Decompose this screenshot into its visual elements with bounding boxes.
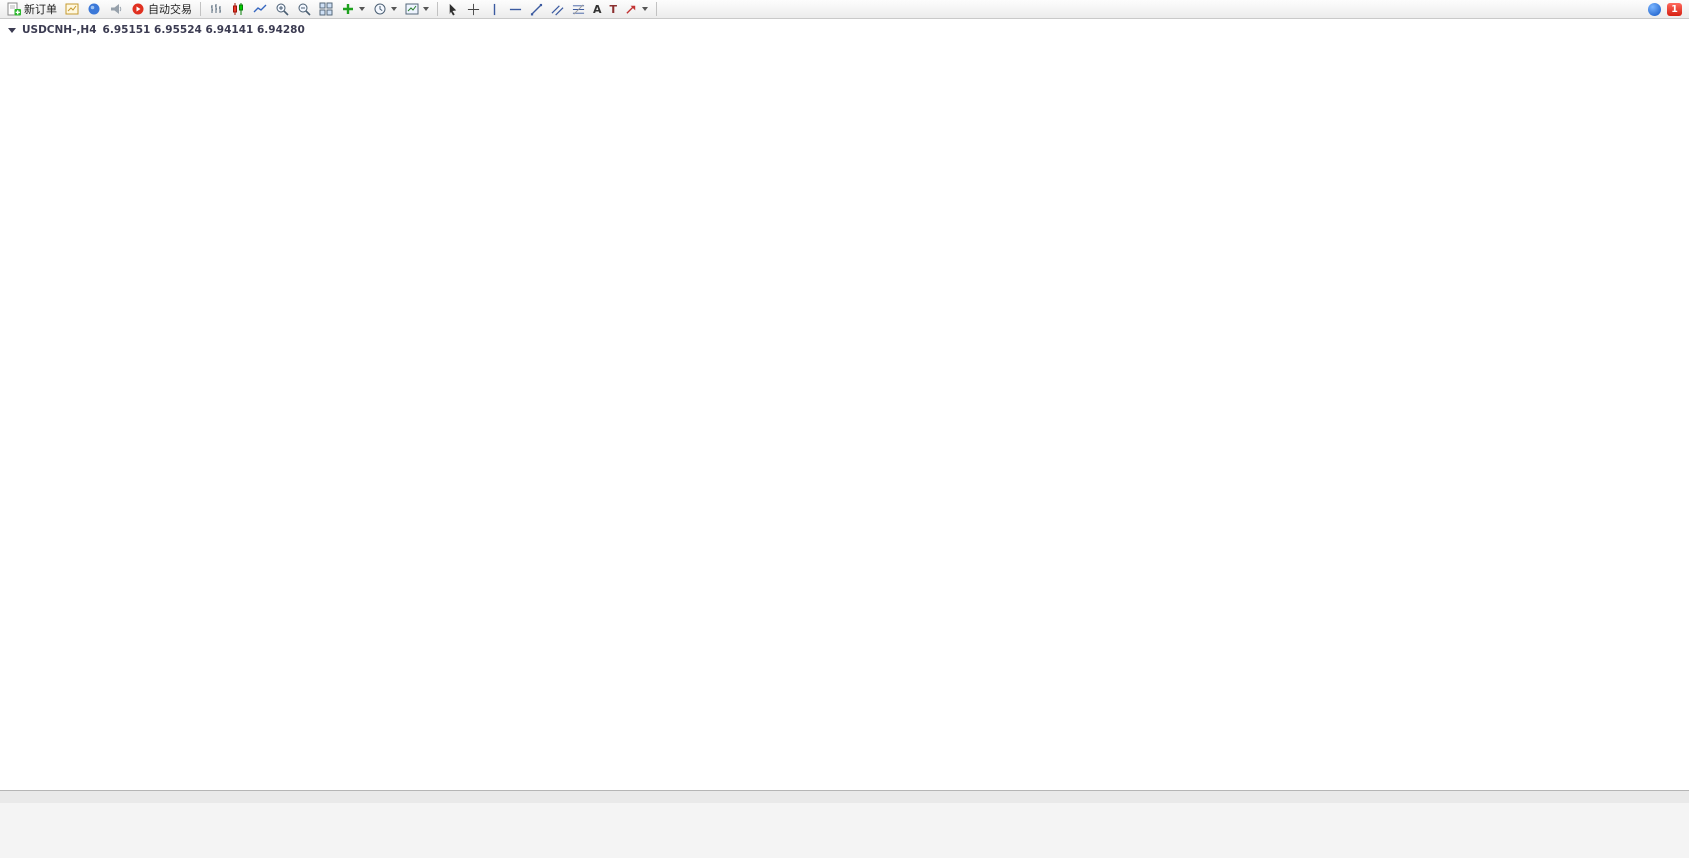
chart-symbol-period: USDCNH-,H4: [22, 24, 97, 36]
template-icon: [405, 3, 419, 15]
chevron-down-icon: [423, 7, 429, 11]
profiles-button[interactable]: [83, 1, 105, 18]
toolbar: 新订单 自动交易: [0, 0, 1689, 19]
trendline-tool-button[interactable]: [526, 1, 547, 18]
hline-tool-button[interactable]: [505, 1, 526, 18]
tile-windows-button[interactable]: [315, 1, 337, 18]
templates-button[interactable]: [401, 1, 433, 18]
channel-icon: [551, 4, 564, 15]
indicators-plus-icon: [343, 4, 353, 14]
fibonacci-icon: [572, 4, 585, 14]
zoom-out-button[interactable]: [293, 1, 315, 18]
messages-icon[interactable]: [1648, 2, 1661, 16]
chart-title: USDCNH-,H4 6.95151 6.95524 6.94141 6.942…: [8, 24, 305, 36]
auto-trading-icon: [132, 3, 144, 15]
collapse-triangle-icon[interactable]: [8, 27, 16, 33]
chevron-down-icon: [642, 7, 649, 11]
channel-tool-button[interactable]: [547, 1, 568, 18]
arrows-tool-button[interactable]: [621, 1, 652, 18]
crosshair-icon: [467, 3, 480, 15]
zoom-out-icon: [298, 3, 311, 16]
bars-chart-button[interactable]: [205, 1, 227, 18]
horizontal-line-icon: [509, 8, 522, 10]
toolbar-separator: [437, 2, 438, 16]
profiles-icon: [88, 3, 100, 15]
indicators-button[interactable]: [337, 1, 369, 18]
candlestick-icon: [233, 3, 243, 15]
chevron-down-icon: [359, 7, 365, 11]
toolbar-separator: [200, 2, 201, 16]
text-tool-button[interactable]: A: [589, 1, 606, 18]
zoom-in-button[interactable]: [271, 1, 293, 18]
label-tool-button[interactable]: T: [606, 1, 622, 18]
auto-trading-button[interactable]: 自动交易: [127, 1, 196, 18]
window-bottom-area: [0, 803, 1689, 858]
notifications-badge[interactable]: 1: [1667, 2, 1682, 16]
toolbar-separator: [656, 2, 658, 16]
cursor-icon: [449, 3, 457, 15]
vertical-line-icon: [493, 3, 496, 15]
crosshair-tool-button[interactable]: [463, 1, 484, 18]
periods-button[interactable]: [369, 1, 401, 18]
bars-chart-icon: [211, 4, 221, 13]
new-order-button[interactable]: 新订单: [3, 1, 61, 18]
new-order-icon: [7, 2, 21, 16]
text-tool-icon: A: [593, 2, 602, 16]
label-tool-icon: T: [609, 2, 618, 16]
chart-ohlc-values: 6.95151 6.95524 6.94141 6.94280: [102, 24, 305, 36]
line-chart-icon: [253, 4, 267, 13]
candles-chart-button[interactable]: [227, 1, 249, 18]
trendline-icon: [530, 3, 543, 15]
fibonacci-tool-button[interactable]: [568, 1, 589, 18]
new-order-label: 新订单: [24, 3, 57, 16]
line-chart-button[interactable]: [249, 1, 271, 18]
alerts-button[interactable]: [105, 1, 127, 18]
megaphone-icon: [111, 4, 122, 14]
new-chart-icon: [65, 3, 79, 15]
horizontal-scrollbar[interactable]: [0, 790, 1689, 803]
clock-icon: [374, 3, 386, 15]
zoom-in-icon: [276, 3, 289, 16]
cursor-tool-button[interactable]: [442, 1, 463, 18]
new-chart-button[interactable]: [61, 1, 83, 18]
auto-trading-label: 自动交易: [148, 3, 192, 16]
toolbar-right-group: 1: [1648, 2, 1686, 16]
tile-windows-icon: [319, 2, 333, 16]
chevron-down-icon: [391, 7, 397, 11]
arrows-icon: [626, 5, 636, 14]
vline-tool-button[interactable]: [484, 1, 505, 18]
